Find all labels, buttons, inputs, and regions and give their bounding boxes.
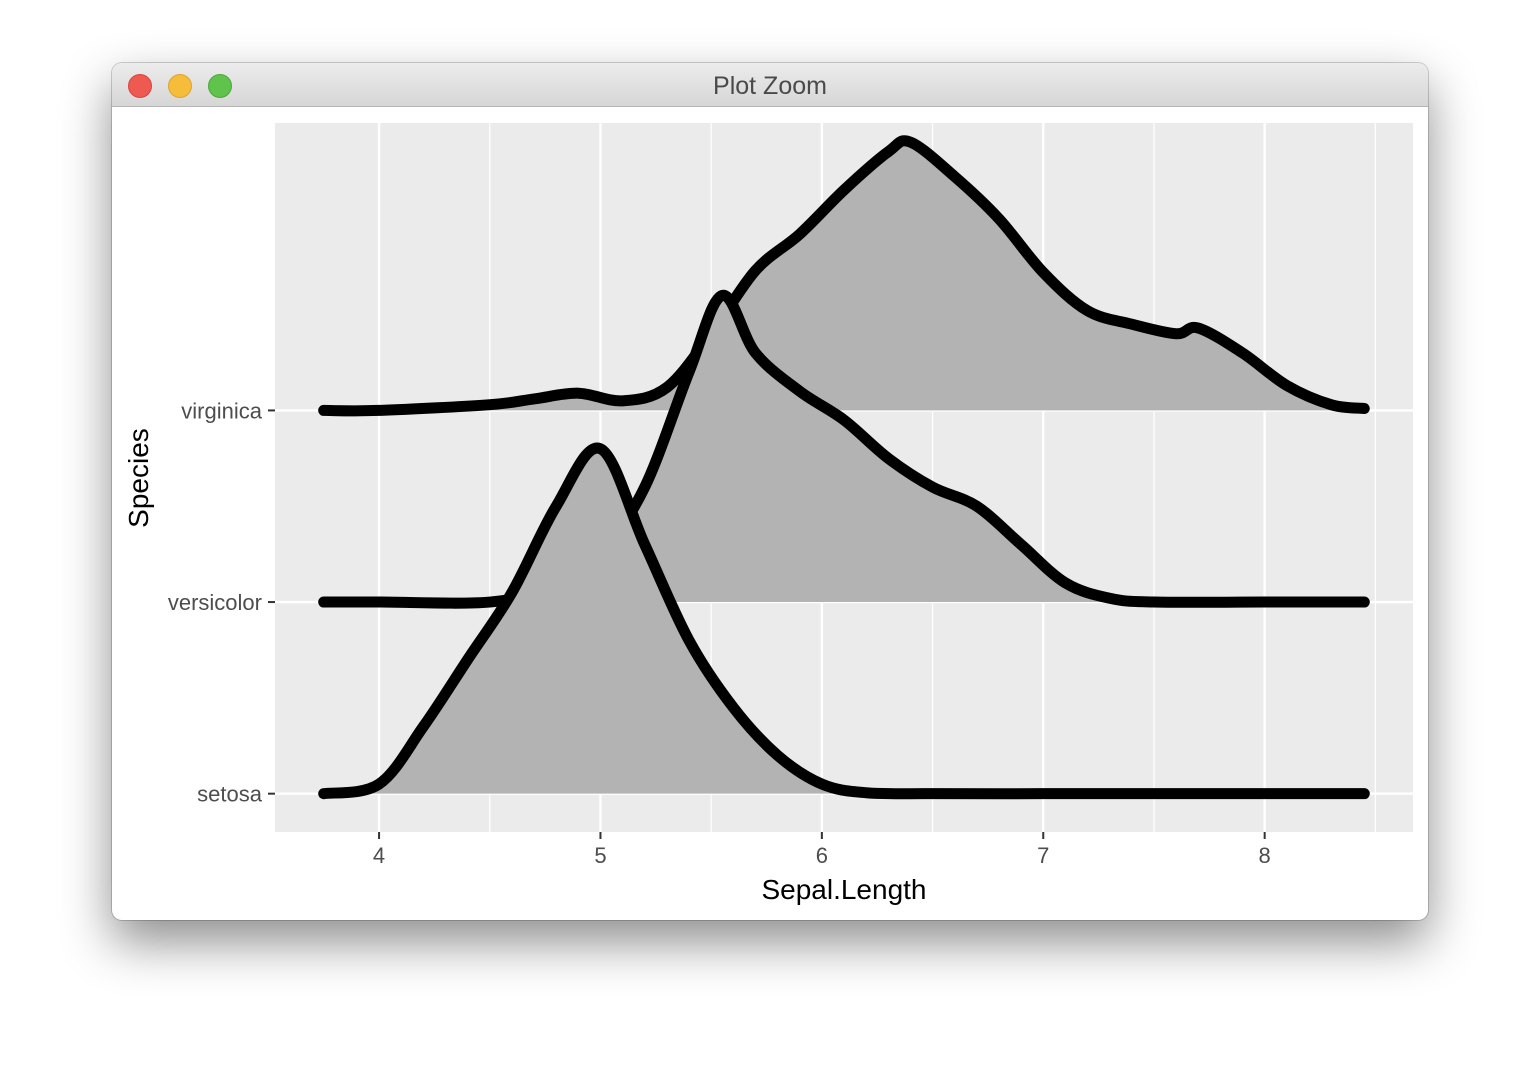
y-tick-label: virginica [181,398,262,423]
ridge-line-setosa [318,442,1370,800]
close-window-button[interactable] [128,74,152,98]
ridges [318,135,1370,800]
ridge-fill-setosa [323,448,1365,794]
title-bar[interactable]: Plot Zoom [112,63,1428,107]
minimize-window-button[interactable] [168,74,192,98]
x-axis-ticks: 4 5 6 7 8 [373,832,1271,868]
plot-zoom-window: Plot Zoom 4 5 6 7 8 setosa versicolor virginic… [112,63,1428,920]
x-tick-label: 6 [816,843,828,868]
x-tick-label: 4 [373,843,385,868]
y-axis-title: Species [123,428,154,528]
ridge-setosa [318,442,1370,800]
ridge-virginica [318,135,1370,417]
ridge-fill-versicolor [323,295,1365,604]
ridge-fill-virginica [323,140,1365,411]
zoom-window-button[interactable] [208,74,232,98]
x-tick-label: 7 [1037,843,1049,868]
y-tick-label: setosa [197,782,263,807]
x-axis-title: Sepal.Length [761,874,926,905]
x-tick-label: 8 [1259,843,1271,868]
ridge-line-virginica [318,135,1370,417]
y-axis-ticks: setosa versicolor virginica [168,398,275,807]
ridgeline-plot: 4 5 6 7 8 setosa versicolor virginica Sepal.Le… [123,123,1413,905]
y-tick-label: versicolor [168,590,262,615]
x-tick-label: 5 [594,843,606,868]
window-title: Plot Zoom [713,72,827,100]
